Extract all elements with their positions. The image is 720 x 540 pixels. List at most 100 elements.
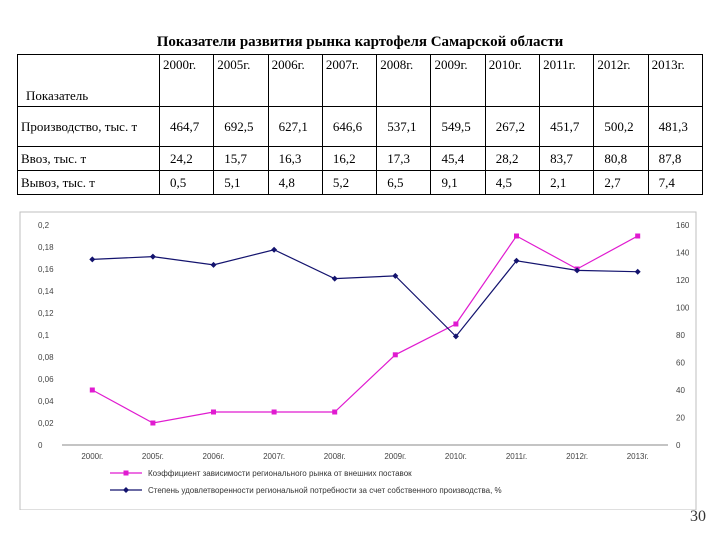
table-cell: 451,7 <box>539 106 595 147</box>
x-tick-label: 2000г. <box>81 452 103 461</box>
x-tick-label: 2011г. <box>506 452 527 461</box>
table-cell: 16,2 <box>321 146 378 171</box>
chart-frame <box>19 211 697 510</box>
table-row: Вывоз, тыс. т 0,5 5,1 4,8 5,2 6,5 9,1 4,… <box>17 170 704 195</box>
table-cell: 537,1 <box>376 106 432 147</box>
table-cell: 2,1 <box>539 170 595 195</box>
data-point <box>514 233 519 239</box>
data-point <box>332 409 338 415</box>
data-point <box>211 409 216 415</box>
data-point <box>574 267 581 274</box>
data-point <box>150 420 156 426</box>
line-chart: 0 0,02 0,04 0,06 0,08 0,1 0,12 0,14 0,16 0,18 0,2 0… <box>19 211 697 510</box>
legend-marker <box>123 487 129 493</box>
x-tick-label: 2009г. <box>384 452 406 461</box>
data-point <box>513 257 520 264</box>
data-point <box>634 268 641 275</box>
y-right-tick-label: 20 <box>676 414 685 423</box>
x-tick-label: 2007г. <box>263 452 285 461</box>
legend-label: Коэффициент зависимости регионального ры… <box>148 469 412 478</box>
data-point <box>89 256 96 263</box>
data-point <box>453 321 459 327</box>
y-left-tick-label: 0,18 <box>38 243 54 252</box>
table-cell: 6,5 <box>376 170 432 195</box>
table-row: Производство, тыс. т 464,7 692,5 627,1 6… <box>17 106 704 147</box>
y-right-tick-label: 140 <box>676 249 690 258</box>
table-cell: 80,8 <box>593 146 649 171</box>
y-right-tick-label: 160 <box>676 221 690 230</box>
year-header: 2006г. <box>267 54 323 107</box>
x-tick-label: 2010г. <box>445 452 467 461</box>
table-cell: 15,7 <box>213 146 269 171</box>
header-label: Показатель <box>17 54 160 107</box>
y-left-tick-label: 0,12 <box>38 309 54 318</box>
row-label: Ввоз, тыс. т <box>17 146 160 171</box>
data-point <box>271 246 278 253</box>
table-cell: 4,5 <box>484 170 541 195</box>
y-left-tick-label: 0 <box>38 441 43 450</box>
series-line <box>92 235 638 424</box>
table-cell: 267,2 <box>484 106 541 147</box>
year-header: 2009г. <box>430 54 486 107</box>
table-cell: 45,4 <box>430 146 486 171</box>
legend-label: Степень удовлетворенности региональной п… <box>148 486 502 495</box>
y-left-tick-label: 0,02 <box>38 419 54 428</box>
page-number: 30 <box>690 508 706 525</box>
table-cell: 87,8 <box>647 146 704 171</box>
year-header: 2010г. <box>484 54 541 107</box>
year-header: 2005г. <box>213 54 269 107</box>
y-left-tick-label: 0,06 <box>38 375 54 384</box>
table-header-row: Показатель 2000г. 2005г. 2006г. 2007г. 2… <box>17 54 704 107</box>
y-left-tick-label: 0,04 <box>38 397 54 406</box>
x-tick-label: 2006г. <box>203 452 225 461</box>
table-cell: 0,5 <box>158 170 215 195</box>
y-left-tick-label: 0,16 <box>38 265 54 274</box>
stats-table: Показатель 2000г. 2005г. 2006г. 2007г. 2… <box>17 54 704 195</box>
table-cell: 5,2 <box>321 170 378 195</box>
data-point <box>635 233 641 239</box>
table-cell: 28,2 <box>484 146 541 171</box>
data-point <box>331 275 338 282</box>
table-cell: 7,4 <box>647 170 704 195</box>
table-cell: 4,8 <box>267 170 323 195</box>
table-cell: 627,1 <box>267 106 323 147</box>
legend-marker <box>123 470 129 476</box>
year-header: 2012г. <box>593 54 649 107</box>
row-label: Вывоз, тыс. т <box>17 170 160 195</box>
y-left-tick-label: 0,14 <box>38 287 54 296</box>
data-point <box>392 352 398 358</box>
y-left-tick-label: 0,1 <box>38 331 50 340</box>
x-tick-label: 2012г. <box>566 452 588 461</box>
table-cell: 481,3 <box>647 106 704 147</box>
table-cell: 24,2 <box>158 146 215 171</box>
table-cell: 500,2 <box>593 106 649 147</box>
table-cell: 9,1 <box>430 170 486 195</box>
table-cell: 83,7 <box>539 146 595 171</box>
table-cell: 5,1 <box>213 170 269 195</box>
x-tick-label: 2013г. <box>627 452 649 461</box>
table-cell: 549,5 <box>430 106 486 147</box>
y-right-tick-label: 60 <box>676 359 685 368</box>
year-header: 2011г. <box>539 54 595 107</box>
y-right-tick-label: 80 <box>676 331 685 340</box>
y-right-tick-label: 40 <box>676 386 685 395</box>
data-point <box>149 253 156 260</box>
series-line <box>92 249 638 338</box>
y-right-tick-label: 0 <box>676 441 681 450</box>
y-right-tick-label: 120 <box>676 276 690 285</box>
table-cell: 17,3 <box>376 146 432 171</box>
page-title: Показатели развития рынка картофеля Сама… <box>156 34 564 50</box>
data-point <box>210 261 217 268</box>
y-left-tick-label: 0,08 <box>38 353 54 362</box>
year-header: 2008г. <box>376 54 432 107</box>
table-cell: 16,3 <box>267 146 323 171</box>
x-tick-label: 2005г. <box>142 452 164 461</box>
data-point <box>392 272 399 279</box>
data-point <box>271 409 277 415</box>
data-point <box>452 333 459 340</box>
data-point <box>89 387 95 393</box>
row-label: Производство, тыс. т <box>17 106 160 147</box>
table-cell: 2,7 <box>593 170 649 195</box>
table-cell: 464,7 <box>158 106 215 147</box>
y-right-tick-label: 100 <box>676 304 690 313</box>
